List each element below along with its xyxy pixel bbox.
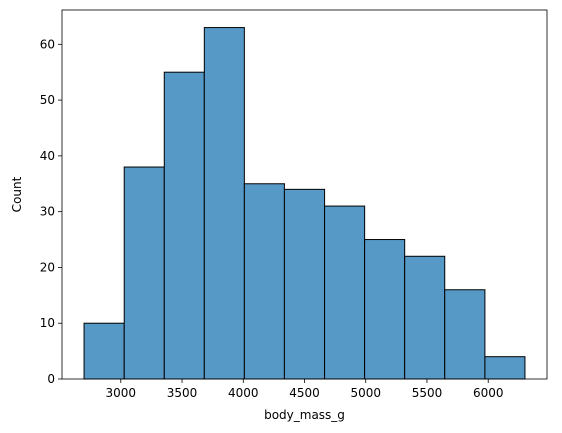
x-tick-label: 5500 — [412, 386, 443, 400]
histogram-bar-8 — [404, 255, 446, 380]
histogram-bar-10 — [484, 356, 526, 380]
histogram-bar-0 — [83, 322, 125, 380]
x-tick-label: 6000 — [473, 386, 504, 400]
histogram-bar-3 — [203, 27, 245, 380]
x-ticks: 3000 3500 4000 4500 5000 5500 6000 — [106, 379, 504, 400]
x-tick-label: 3000 — [106, 386, 137, 400]
histogram-bar-9 — [444, 289, 486, 380]
y-tick-label: 10 — [40, 316, 55, 330]
histogram-bar-6 — [324, 205, 366, 380]
y-tick-label: 40 — [40, 149, 55, 163]
x-tick-label: 5000 — [350, 386, 381, 400]
histogram-bar-2 — [163, 71, 205, 380]
histogram-bar-5 — [283, 188, 326, 380]
x-tick-label: 3500 — [167, 386, 198, 400]
histogram-bar-7 — [364, 239, 406, 380]
x-tick-label: 4000 — [228, 386, 259, 400]
y-axis-title: Count — [10, 176, 24, 212]
bars-group — [83, 27, 526, 380]
histogram-bar-4 — [243, 183, 285, 380]
y-tick-label: 60 — [40, 37, 55, 51]
y-ticks: 0 10 20 30 40 50 60 — [40, 37, 62, 386]
y-tick-label: 0 — [47, 372, 55, 386]
y-tick-label: 20 — [40, 260, 55, 274]
histogram-bar-1 — [123, 166, 165, 380]
y-tick-label: 30 — [40, 205, 55, 219]
y-tick-label: 50 — [40, 93, 55, 107]
x-tick-label: 4500 — [289, 386, 320, 400]
x-axis-title: body_mass_g — [264, 408, 345, 422]
